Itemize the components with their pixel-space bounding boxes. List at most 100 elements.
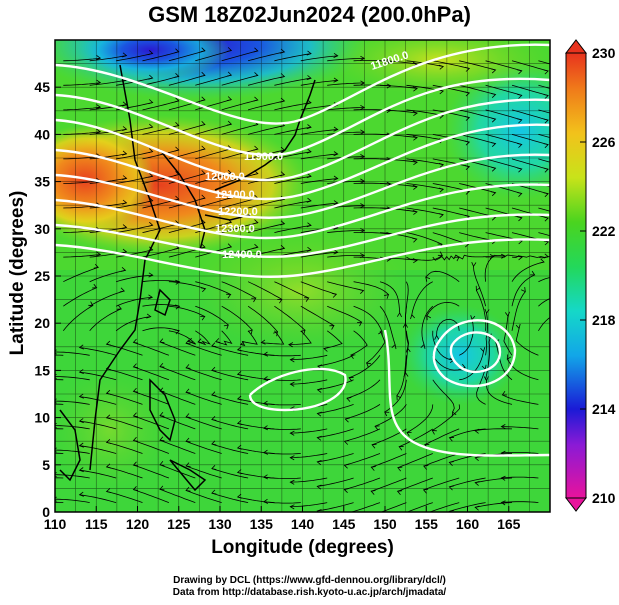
streamline bbox=[538, 256, 550, 259]
streamline-arrowhead bbox=[262, 449, 269, 455]
streamline-arrowhead bbox=[370, 490, 376, 495]
height-contours bbox=[55, 43, 550, 457]
streamline-arrowhead bbox=[200, 145, 206, 151]
streamline-arrowhead bbox=[464, 165, 471, 170]
streamline-arrowhead bbox=[26, 503, 30, 507]
streamline bbox=[384, 379, 407, 413]
streamline bbox=[406, 232, 443, 245]
streamline-arrowhead bbox=[448, 485, 454, 491]
streamline bbox=[185, 416, 222, 430]
streamline-arrowhead bbox=[412, 237, 418, 243]
streamline bbox=[353, 281, 389, 295]
streamline bbox=[185, 391, 222, 405]
streamline-arrowhead bbox=[474, 456, 480, 462]
streamline-arrowhead bbox=[288, 342, 294, 348]
contour-label: 12400.0 bbox=[222, 249, 262, 261]
streamline bbox=[79, 469, 117, 479]
streamline-arrowhead bbox=[200, 71, 206, 77]
y-tick-label: 5 bbox=[42, 457, 50, 473]
streamline-arrowhead bbox=[396, 490, 403, 496]
streamline bbox=[476, 290, 487, 331]
streamline bbox=[89, 79, 127, 86]
streamline bbox=[474, 428, 513, 431]
streamline bbox=[459, 60, 496, 71]
credits: Drawing by DCL (https://www.gfd-dennou.o… bbox=[0, 575, 619, 599]
x-tick-label: 155 bbox=[415, 516, 439, 532]
streamline bbox=[55, 379, 64, 381]
streamline bbox=[538, 298, 550, 307]
streamline-arrowhead bbox=[226, 120, 233, 126]
streamline bbox=[511, 207, 549, 219]
streamline bbox=[221, 50, 258, 62]
streamline-arrowhead bbox=[437, 251, 444, 256]
streamline-arrowhead bbox=[132, 412, 138, 418]
colorbar-tick-label: 218 bbox=[592, 312, 616, 328]
streamline bbox=[63, 106, 101, 111]
streamline-arrowhead bbox=[412, 184, 418, 190]
streamline bbox=[538, 158, 550, 163]
streamline-arrowhead bbox=[454, 256, 460, 262]
streamline bbox=[247, 223, 285, 233]
streamline bbox=[195, 99, 232, 111]
streamline bbox=[106, 466, 143, 479]
streamline bbox=[459, 158, 496, 169]
streamline bbox=[55, 498, 90, 503]
streamline bbox=[89, 269, 126, 283]
x-tick-label: 120 bbox=[126, 516, 150, 532]
streamline-arrowhead bbox=[333, 77, 339, 83]
streamline-arrowhead bbox=[464, 140, 471, 146]
streamline bbox=[168, 75, 206, 86]
credit-line-data: Data from http://database.rish.kyoto-u.a… bbox=[172, 587, 447, 598]
streamline bbox=[538, 109, 550, 114]
streamline bbox=[274, 175, 312, 184]
streamline-arrowhead bbox=[306, 124, 312, 130]
streamline bbox=[411, 281, 433, 315]
streamline bbox=[399, 428, 434, 448]
streamline bbox=[379, 60, 418, 65]
streamline bbox=[116, 126, 153, 135]
streamline bbox=[133, 464, 170, 479]
streamline bbox=[317, 404, 354, 414]
streamline-arrowhead bbox=[223, 324, 229, 330]
streamline bbox=[300, 80, 338, 86]
streamline-arrowhead bbox=[147, 294, 154, 300]
streamline-arrowhead bbox=[396, 312, 402, 318]
streamline-arrowhead bbox=[132, 387, 138, 393]
streamline-arrowhead bbox=[371, 443, 377, 449]
streamline bbox=[406, 183, 444, 190]
x-tick-label: 165 bbox=[497, 516, 521, 532]
streamline bbox=[221, 305, 253, 331]
streamline bbox=[247, 125, 285, 135]
streamline bbox=[221, 75, 258, 86]
streamline bbox=[485, 134, 522, 145]
streamline-arrowhead bbox=[543, 118, 549, 124]
streamline bbox=[106, 491, 143, 503]
streamline-arrowhead bbox=[262, 400, 269, 406]
streamline-arrowhead bbox=[211, 391, 217, 397]
streamline bbox=[327, 255, 365, 258]
streamline bbox=[55, 425, 90, 430]
streamline-arrowhead bbox=[306, 222, 312, 228]
streamline bbox=[511, 255, 549, 259]
streamline bbox=[501, 452, 539, 454]
streamline-arrowhead bbox=[95, 79, 102, 85]
streamline-arrowhead bbox=[146, 313, 152, 319]
streamline bbox=[63, 287, 97, 307]
streamline bbox=[327, 281, 364, 291]
streamline-arrowhead bbox=[396, 394, 402, 401]
streamline bbox=[62, 305, 94, 332]
streamline-arrowhead bbox=[378, 330, 383, 336]
streamline bbox=[55, 351, 90, 356]
streamline bbox=[397, 453, 433, 469]
streamline bbox=[168, 50, 206, 62]
streamline bbox=[185, 342, 222, 356]
streamline bbox=[263, 427, 301, 430]
streamline-arrowhead bbox=[289, 430, 295, 436]
streamline bbox=[63, 205, 101, 209]
grid-lines bbox=[54, 39, 551, 513]
streamline bbox=[406, 502, 433, 512]
colorbar-top-arrow bbox=[564, 39, 588, 54]
streamline bbox=[142, 51, 179, 62]
streamline bbox=[89, 290, 125, 307]
streamline-arrowhead bbox=[316, 435, 322, 441]
